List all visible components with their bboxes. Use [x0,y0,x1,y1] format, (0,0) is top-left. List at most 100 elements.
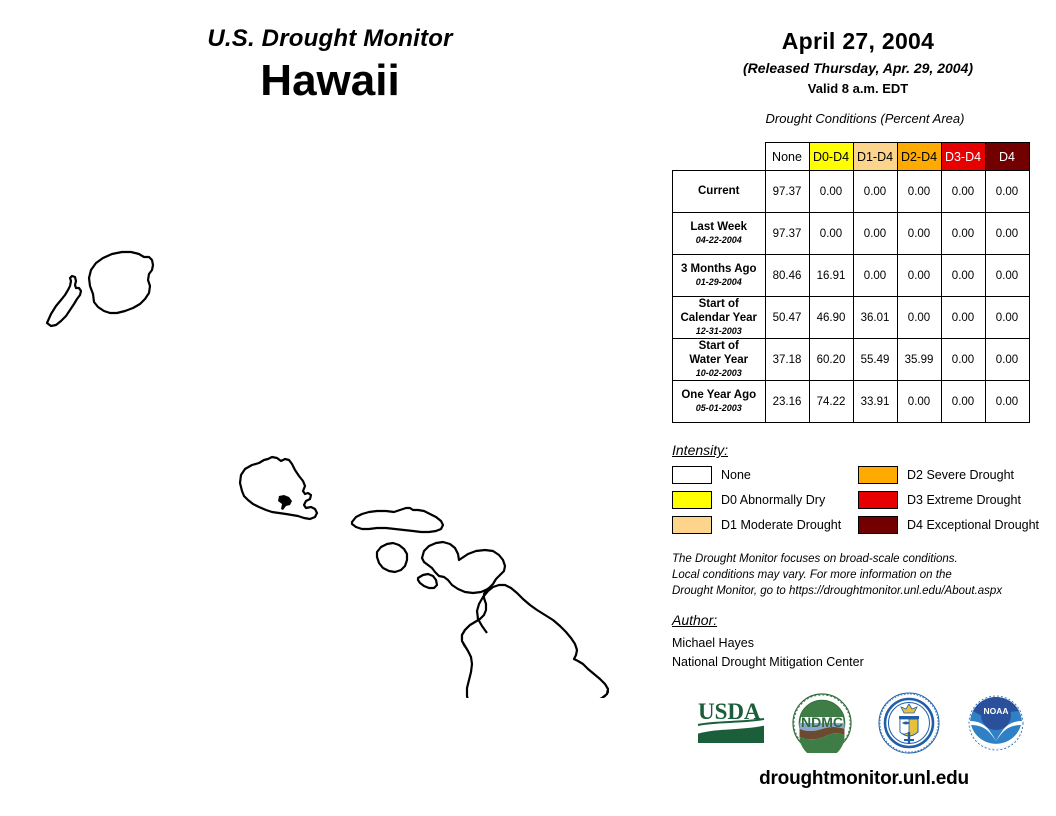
cell-3months-d0: 16.91 [808,254,854,297]
valid-date: April 27, 2004 [781,28,935,54]
drought-conditions-table: None D0-D4 D1-D4 D2-D4 D3-D4 D4 Current … [672,142,1030,423]
row-label-one-year-ago: One Year Ago 05-01-2003 [672,380,766,423]
cell-oneyear-d2: 0.00 [896,380,942,423]
col-header-d3-d4: D3-D4 [940,142,986,171]
cell-oneyear-d0: 74.22 [808,380,854,423]
legend-item-d3: D3 Extreme Drought [858,491,1056,509]
cell-current-d1: 0.00 [852,170,898,213]
legend-label: D3 Extreme Drought [907,493,1021,507]
program-title: U.S. Drought Monitor [207,25,453,52]
pearl-harbor-mark [278,495,292,510]
swatch-d0-icon [672,491,712,509]
cell-3months-d3: 0.00 [940,254,986,297]
cell-current-none: 97.37 [764,170,810,213]
author-organization: National Drought Mitigation Center [672,654,864,669]
valid-time: Valid 8 a.m. EDT [807,81,909,96]
row-label-current: Current [672,170,766,213]
cell-3months-none: 80.46 [764,254,810,297]
cell-lastweek-none: 97.37 [764,212,810,255]
state-title: Hawaii [260,56,400,106]
row-label-text: Current [697,184,740,197]
cell-wateryear-d0: 60.20 [808,338,854,381]
usdc-seal-logo[interactable] [878,692,940,759]
row-label-text: 3 Months Ago [680,262,757,275]
cell-wateryear-d2: 35.99 [896,338,942,381]
date-block: April 27, 2004 (Released Thursday, Apr. … [660,0,1056,96]
cell-lastweek-d4: 0.00 [984,212,1030,255]
map-title-block: U.S. Drought Monitor Hawaii [0,25,660,106]
island-molokai [350,506,445,534]
table-row: Start of Water Year 10-02-2003 37.18 60.… [672,338,1030,381]
cell-3months-d4: 0.00 [984,254,1030,297]
table-caption: Drought Conditions (Percent Area) [765,111,965,126]
row-date: 05-01-2003 [695,403,742,414]
row-label-last-week: Last Week 04-22-2004 [672,212,766,255]
row-label-text: Start of Calendar Year [680,298,757,324]
svg-text:NOAA: NOAA [983,706,1008,716]
cell-lastweek-d2: 0.00 [896,212,942,255]
row-label-start-water-year: Start of Water Year 10-02-2003 [672,338,766,381]
cell-3months-d1: 0.00 [852,254,898,297]
legend-item-d1: D1 Moderate Drought [672,516,858,534]
table-corner-cell [673,143,766,171]
row-label-text: Last Week [690,220,748,233]
island-lanai [375,541,409,574]
cell-wateryear-d3: 0.00 [940,338,986,381]
legend-label: D0 Abnormally Dry [721,493,826,507]
island-hawaii-outline [460,583,610,698]
island-kauai [87,250,155,315]
table-row: 3 Months Ago 01-29-2004 80.46 16.91 0.00… [672,254,1030,297]
legend-item-none: None [672,466,858,484]
disclaimer-line-1: The Drought Monitor focuses on broad-sca… [672,553,958,565]
logo-row: USDA NDMC [666,692,1056,759]
svg-text:NDMC: NDMC [801,714,843,730]
col-header-none: None [764,142,810,171]
swatch-d4-icon [858,516,898,534]
cell-current-d0: 0.00 [808,170,854,213]
author-heading: Author: [672,612,718,628]
cell-calyear-d1: 36.01 [852,296,898,339]
table-row: One Year Ago 05-01-2003 23.16 74.22 33.9… [672,380,1030,423]
cell-3months-d2: 0.00 [896,254,942,297]
cell-lastweek-d0: 0.00 [808,212,854,255]
swatch-d2-icon [858,466,898,484]
row-label-text: Start of Water Year [689,340,749,366]
row-date: 10-02-2003 [695,368,742,379]
swatch-none-icon [672,466,712,484]
legend-item-d4: D4 Exceptional Drought [858,516,1056,534]
legend-label: D1 Moderate Drought [721,518,842,532]
swatch-d1-icon [672,516,712,534]
cell-oneyear-none: 23.16 [764,380,810,423]
disclaimer-line-3: Drought Monitor, go to https://droughtmo… [672,584,1003,597]
col-header-d4: D4 [984,142,1030,171]
ndmc-logo[interactable]: NDMC [792,693,852,759]
row-date: 01-29-2004 [695,277,742,288]
usda-logo[interactable]: USDA [696,697,766,754]
author-name: Michael Hayes [672,636,754,650]
col-header-d0-d4: D0-D4 [808,142,854,171]
cell-current-d2: 0.00 [896,170,942,213]
hawaii-map[interactable] [0,118,660,698]
website-url[interactable]: droughtmonitor.unl.edu [759,768,969,789]
island-maui [420,540,507,595]
legend-label: None [721,468,751,482]
table-row: Last Week 04-22-2004 97.37 0.00 0.00 0.0… [672,212,1030,255]
table-row: Start of Calendar Year 12-31-2003 50.47 … [672,296,1030,339]
cell-current-d4: 0.00 [984,170,1030,213]
table-body: Current 97.37 0.00 0.00 0.00 0.00 0.00 L… [672,170,1030,423]
cell-lastweek-d1: 0.00 [852,212,898,255]
author-block: Author: Michael Hayes National Drought M… [672,612,1056,672]
cell-lastweek-d3: 0.00 [940,212,986,255]
row-label-text: One Year Ago [681,388,757,401]
noaa-logo[interactable]: NOAA [966,694,1026,757]
cell-current-d3: 0.00 [940,170,986,213]
row-date: 04-22-2004 [695,235,742,246]
col-header-d2-d4: D2-D4 [896,142,942,171]
cell-oneyear-d3: 0.00 [940,380,986,423]
island-niihau [45,274,83,328]
intensity-legend: Intensity: None D2 Severe Drought D0 Abn… [672,442,1056,534]
cell-calyear-d3: 0.00 [940,296,986,339]
cell-oneyear-d4: 0.00 [984,380,1030,423]
cell-calyear-d4: 0.00 [984,296,1030,339]
